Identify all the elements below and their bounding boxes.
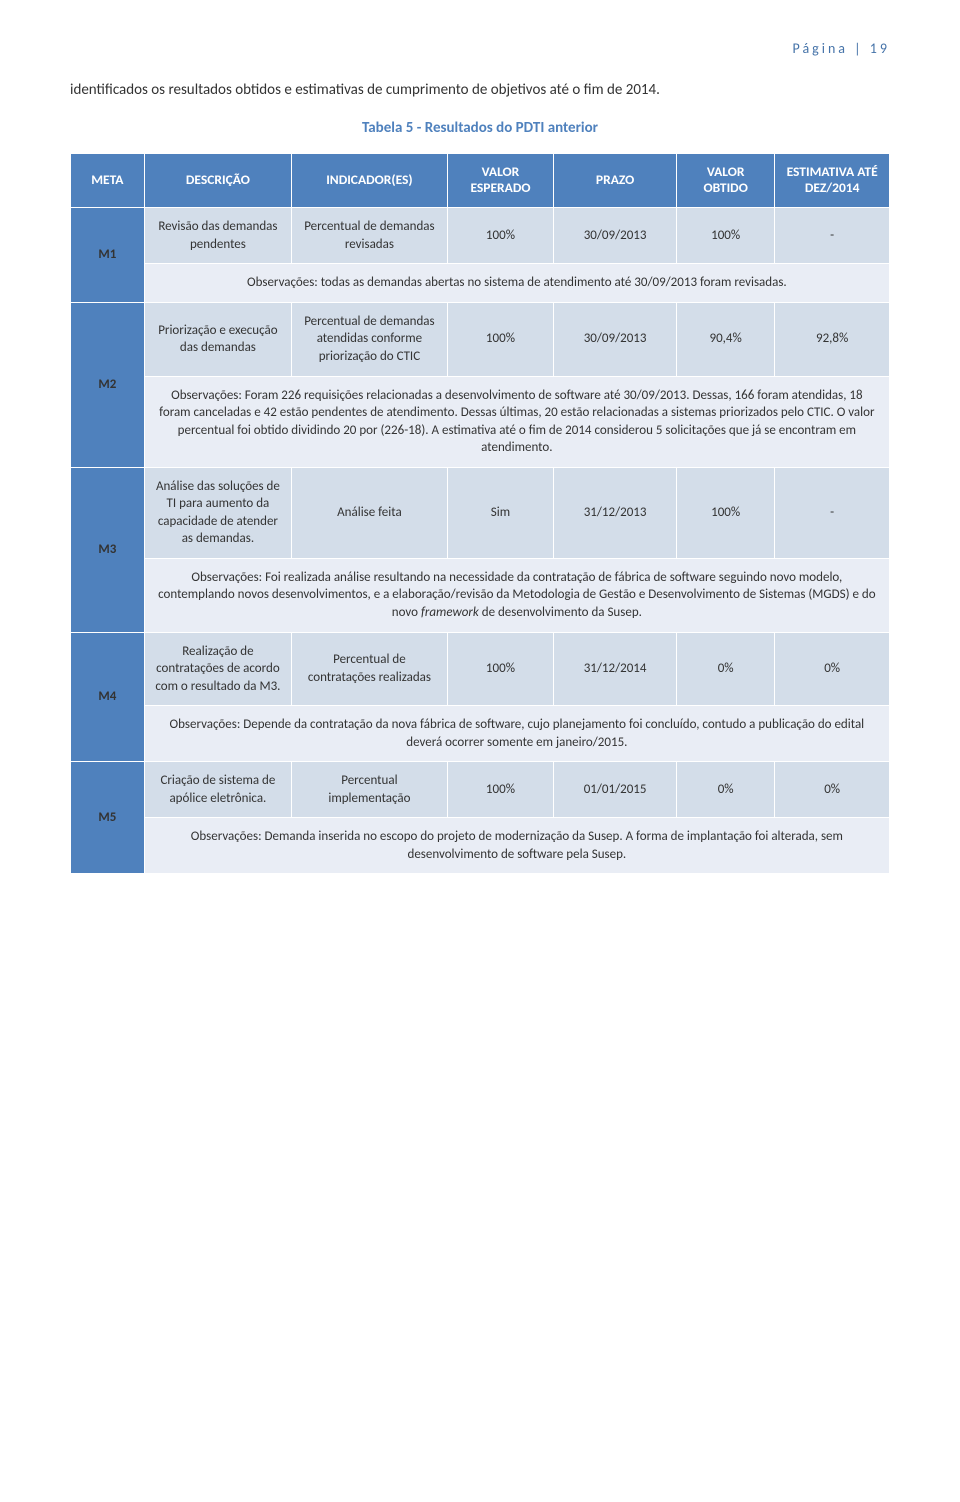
col-indicador: INDICADOR(ES) — [292, 153, 448, 208]
cell-estimativa: - — [775, 467, 890, 558]
intro-paragraph: identificados os resultados obtidos e es… — [70, 81, 890, 101]
col-prazo: PRAZO — [554, 153, 677, 208]
cell-observacao: Observações: todas as demandas abertas n… — [144, 264, 889, 303]
cell-meta: M5 — [71, 762, 145, 874]
cell-prazo: 31/12/2013 — [554, 467, 677, 558]
cell-descricao: Revisão das demandas pendentes — [144, 208, 291, 264]
cell-valor-esperado: 100% — [447, 762, 553, 818]
cell-descricao: Priorização e execução das demandas — [144, 302, 291, 376]
table-row: M4 Realização de contratações de acordo … — [71, 632, 890, 706]
cell-valor-obtido: 0% — [677, 632, 775, 706]
cell-indicador: Análise feita — [292, 467, 448, 558]
cell-indicador: Percentual de contratações realizadas — [292, 632, 448, 706]
cell-descricao: Realização de contratações de acordo com… — [144, 632, 291, 706]
cell-observacao: Observações: Foi realizada análise resul… — [144, 558, 889, 632]
cell-descricao: Análise das soluções de TI para aumento … — [144, 467, 291, 558]
cell-valor-obtido: 100% — [677, 467, 775, 558]
cell-prazo: 31/12/2014 — [554, 632, 677, 706]
cell-meta: M3 — [71, 467, 145, 632]
table-row-obs: Observações: Demanda inserida no escopo … — [71, 818, 890, 874]
cell-estimativa: 92,8% — [775, 302, 890, 376]
col-estimativa: ESTIMATIVA ATÉ DEZ/2014 — [775, 153, 890, 208]
table-row: M5 Criação de sistema de apólice eletrôn… — [71, 762, 890, 818]
cell-observacao: Observações: Depende da contratação da n… — [144, 706, 889, 762]
table-row-obs: Observações: Foram 226 requisições relac… — [71, 376, 890, 467]
page-number-header: Página | 19 — [70, 40, 890, 57]
cell-prazo: 01/01/2015 — [554, 762, 677, 818]
obs-text-post: de desenvolvimento da Susep. — [479, 605, 642, 620]
table-caption: Tabela 5 - Resultados do PDTI anterior — [70, 119, 890, 137]
col-meta: META — [71, 153, 145, 208]
table-row-obs: Observações: todas as demandas abertas n… — [71, 264, 890, 303]
cell-valor-obtido: 0% — [677, 762, 775, 818]
cell-meta: M2 — [71, 302, 145, 467]
cell-valor-esperado: 100% — [447, 632, 553, 706]
cell-valor-esperado: 100% — [447, 208, 553, 264]
cell-estimativa: 0% — [775, 632, 890, 706]
cell-indicador: Percentual de demandas atendidas conform… — [292, 302, 448, 376]
cell-estimativa: - — [775, 208, 890, 264]
cell-indicador: Percentual de demandas revisadas — [292, 208, 448, 264]
table-row-obs: Observações: Depende da contratação da n… — [71, 706, 890, 762]
results-table: META DESCRIÇÃO INDICADOR(ES) VALOR ESPER… — [70, 153, 890, 875]
cell-meta: M4 — [71, 632, 145, 762]
cell-descricao: Criação de sistema de apólice eletrônica… — [144, 762, 291, 818]
cell-observacao: Observações: Foram 226 requisições relac… — [144, 376, 889, 467]
cell-meta: M1 — [71, 208, 145, 303]
cell-valor-esperado: Sim — [447, 467, 553, 558]
cell-valor-esperado: 100% — [447, 302, 553, 376]
col-valor-obtido: VALOR OBTIDO — [677, 153, 775, 208]
table-row: M2 Priorização e execução das demandas P… — [71, 302, 890, 376]
table-row-obs: Observações: Foi realizada análise resul… — [71, 558, 890, 632]
obs-text-italic: framework — [421, 605, 479, 620]
cell-observacao: Observações: Demanda inserida no escopo … — [144, 818, 889, 874]
col-valor-esperado: VALOR ESPERADO — [447, 153, 553, 208]
cell-prazo: 30/09/2013 — [554, 302, 677, 376]
table-row: M1 Revisão das demandas pendentes Percen… — [71, 208, 890, 264]
col-descricao: DESCRIÇÃO — [144, 153, 291, 208]
cell-valor-obtido: 100% — [677, 208, 775, 264]
table-row: M3 Análise das soluções de TI para aumen… — [71, 467, 890, 558]
cell-prazo: 30/09/2013 — [554, 208, 677, 264]
cell-indicador: Percentual implementação — [292, 762, 448, 818]
table-header-row: META DESCRIÇÃO INDICADOR(ES) VALOR ESPER… — [71, 153, 890, 208]
cell-estimativa: 0% — [775, 762, 890, 818]
cell-valor-obtido: 90,4% — [677, 302, 775, 376]
